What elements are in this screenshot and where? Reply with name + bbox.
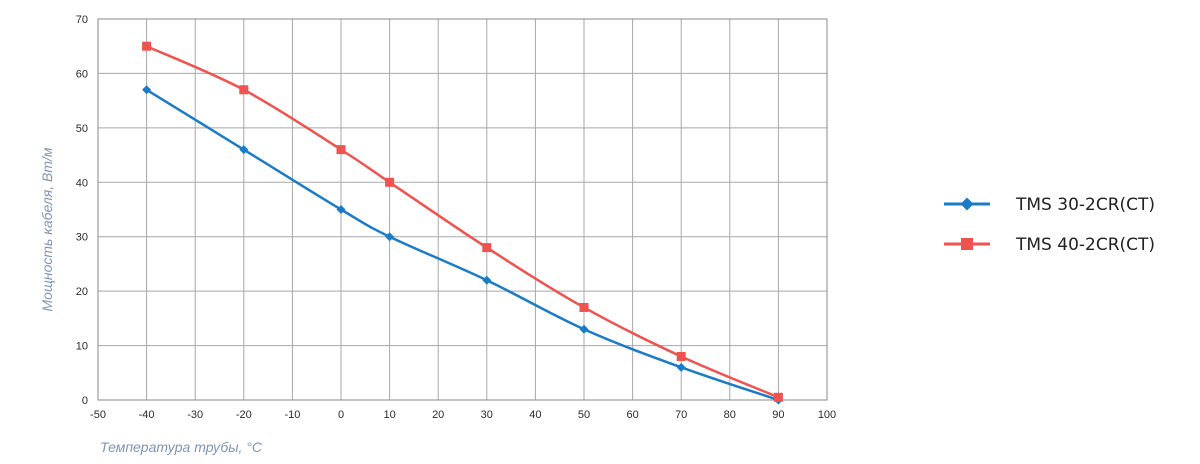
x-tick-label: 60 (626, 409, 638, 421)
legend-item: TMS 40-2CR(CT) (944, 235, 1155, 255)
y-tick-label: 30 (76, 232, 88, 244)
x-tick-label: 50 (578, 409, 590, 421)
y-tick-label: 10 (76, 341, 88, 353)
y-tick-label: 60 (76, 68, 88, 80)
legend-label: TMS 40-2CR(CT) (1015, 235, 1155, 255)
x-tick-label: 0 (338, 409, 344, 421)
legend-marker (960, 197, 974, 211)
data-point (482, 243, 492, 253)
x-tick-label: 100 (818, 409, 836, 421)
data-point (385, 232, 395, 242)
x-axis-ticks: -50 -40 -30 -20 -10 0 10 20 30 40 50 60 70 80 90 100 (90, 409, 836, 421)
series-group (142, 41, 783, 405)
x-tick-label: -50 (90, 409, 106, 421)
x-tick-label: 10 (383, 409, 395, 421)
series-line (146, 45, 779, 399)
y-tick-label: 70 (76, 14, 88, 26)
data-point (336, 145, 346, 155)
data-point (142, 85, 152, 95)
y-tick-label: 20 (76, 286, 88, 298)
series-1 (142, 85, 783, 405)
y-tick-label: 0 (82, 395, 88, 407)
series-2 (142, 41, 783, 402)
x-tick-label: 70 (675, 409, 687, 421)
data-point (579, 324, 589, 334)
y-axis-ticks: 0 10 20 30 40 50 60 70 (76, 14, 88, 407)
x-tick-label: 30 (481, 409, 493, 421)
x-tick-label: 20 (432, 409, 444, 421)
data-point (482, 275, 492, 285)
x-tick-label: -40 (139, 409, 155, 421)
series-line (145, 88, 779, 402)
y-axis-title: Мощность кабеля, Вт/м (39, 147, 55, 311)
y-tick-label: 50 (76, 123, 88, 135)
x-tick-label: 40 (529, 409, 541, 421)
plot-border (97, 18, 828, 401)
data-point (676, 362, 686, 372)
data-point (239, 145, 249, 155)
x-tick-label: -20 (236, 409, 252, 421)
x-axis-title: Температура трубы, °C (100, 439, 263, 455)
x-tick-label: 80 (724, 409, 736, 421)
legend-item: TMS 30-2CR(CT) (944, 195, 1155, 215)
x-tick-label: 90 (772, 409, 784, 421)
data-point (239, 85, 249, 95)
y-tick-label: 40 (76, 177, 88, 189)
data-point (385, 177, 395, 187)
data-point (336, 205, 346, 214)
legend-marker (961, 238, 973, 250)
data-point (773, 392, 783, 402)
data-point (676, 351, 686, 361)
data-point (579, 302, 589, 312)
x-tick-label: -30 (187, 409, 203, 421)
x-tick-label: -10 (284, 409, 300, 421)
data-point (142, 41, 152, 51)
legend-label: TMS 30-2CR(CT) (1015, 195, 1155, 215)
grid (97, 18, 828, 401)
legend: TMS 30-2CR(CT) TMS 40-2CR(CT) (944, 195, 1155, 255)
